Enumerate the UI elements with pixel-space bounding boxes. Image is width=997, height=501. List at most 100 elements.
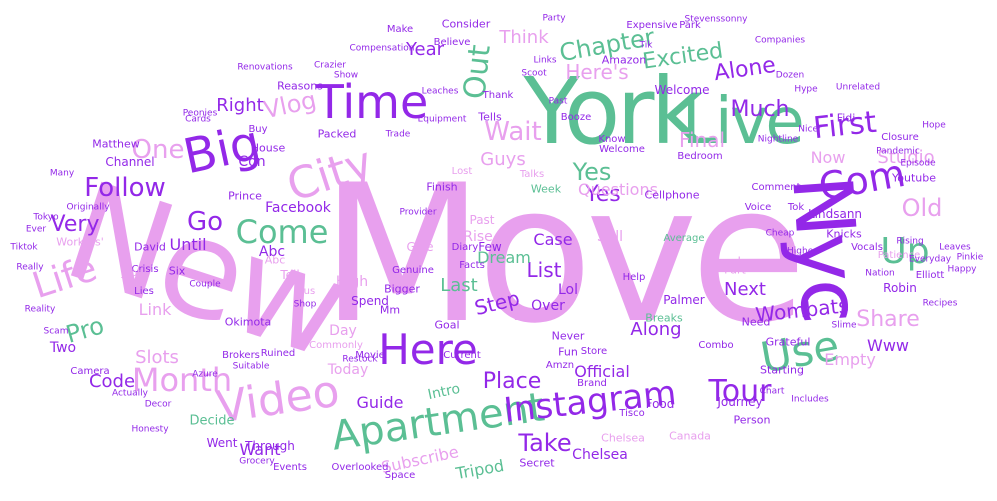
word-alone-28: Alone [712, 52, 778, 87]
word-tok-125: Tok [787, 202, 805, 213]
word-packed-104: Packed [317, 127, 357, 141]
word-lost-117: Lost [451, 166, 473, 177]
word-includes-175: Includes [791, 394, 829, 405]
word-tiktok-189: Tiktok [10, 242, 38, 253]
word-hype-218: Hype [794, 84, 818, 95]
word-tripod-62: Tripod [454, 455, 506, 484]
word-last-48: Last [440, 275, 478, 296]
word-know-138: Know [598, 134, 626, 145]
word-diary-155: Diary [451, 242, 479, 253]
word-genuine-153: Genuine [392, 265, 434, 276]
word-one-21: One [131, 135, 185, 165]
word-trade-207: Trade [385, 129, 411, 140]
word-tik-215: Tik [639, 40, 653, 51]
word-companies-216: Companies [754, 35, 806, 46]
word-breaks-148: Breaks [645, 311, 683, 325]
word-official-59: Official [574, 362, 630, 381]
word-suitable-171: Suitable [232, 361, 270, 372]
word-thank-209: Thank [482, 90, 514, 101]
word-slime-179: Slime [831, 320, 857, 331]
word-provider-208: Provider [399, 207, 437, 218]
word-everyday-182: Everyday [908, 254, 952, 265]
word-robin-92: Robin [883, 281, 917, 295]
word-lindsann-80: Lindsann [807, 207, 863, 221]
word-part-97: Part [724, 263, 746, 277]
word-leaves-185: Leaves [939, 242, 971, 253]
word-still-84: Still [596, 229, 624, 245]
word-workers--106: Workers' [56, 235, 104, 249]
word-links-213: Links [533, 55, 557, 66]
word-movie-160: Movie [355, 350, 385, 361]
word-place-43: Place [482, 369, 542, 394]
word-unrelated-221: Unrelated [835, 82, 881, 93]
word-rising-181: Rising [896, 236, 924, 247]
word-past-211: Past [548, 96, 568, 107]
word-food-88: Food [645, 397, 675, 411]
word-stevenssonny-214: Stevenssonny [684, 14, 748, 25]
word-www-61: Www [867, 336, 909, 355]
word-believe-136: Believe [433, 37, 471, 48]
word-many-192: Many [49, 168, 75, 179]
word-amzn-161: Amzn [545, 360, 575, 371]
word-want-57: Want [239, 440, 281, 459]
word-park-140: Park [679, 20, 701, 31]
word-originally-193: Originally [66, 202, 110, 213]
word-move-0: Move [320, 144, 807, 365]
word-youtube-128: Youtube [892, 171, 936, 185]
word-cards-199: Cards [185, 114, 211, 125]
word-couple-173: Couple [189, 279, 221, 290]
word-consider-134: Consider [441, 17, 491, 31]
word-patience-145: Patience [877, 250, 921, 261]
word-facts-130: Facts [459, 260, 485, 271]
word-camera-114: Camera [70, 366, 110, 377]
word-show-204: Show [333, 70, 359, 81]
word-final-35: Final [678, 128, 726, 152]
word-tisco-163: Tisco [619, 408, 645, 419]
word-dream-49: Dream [477, 248, 531, 267]
word-chelsea-100: Chelsea [601, 431, 645, 445]
word-week-119: Week [530, 182, 562, 196]
word-amazon-133: Amazon [601, 53, 647, 67]
word-right-38: Right [216, 95, 264, 116]
word-booze-137: Booze [560, 112, 592, 123]
word-make-135: Make [386, 24, 414, 35]
word-lol-76: Lol [557, 282, 579, 298]
word-recipes-183: Recipes [922, 298, 958, 309]
word-events-166: Events [273, 462, 307, 473]
word-okimota-86: Okimota [224, 315, 272, 329]
word-peonies-200: Peonies [182, 108, 218, 119]
word-average-121: Average [663, 233, 705, 244]
word-day-71: Day [329, 323, 357, 339]
word-fidi-126: Fidi [836, 111, 856, 125]
word-reality-187: Reality [24, 304, 56, 315]
word-higher-177: Higher [787, 246, 817, 257]
word-share-45: Share [856, 307, 920, 332]
word-jobs-111: Jobs [121, 268, 143, 279]
word-space-164: Space [384, 470, 416, 481]
word-vocals-144: Vocals [851, 242, 883, 253]
word-azure-198: Azure [192, 369, 218, 380]
word-elliott-129: Elliott [915, 270, 945, 281]
word-commonly-168: Commonly [309, 340, 363, 351]
word-goal-150: Goal [434, 318, 460, 332]
word-abc-108: Abc [264, 253, 286, 267]
word-bigger-152: Bigger [384, 282, 420, 296]
word-expensive-139: Expensive [626, 20, 678, 31]
word-month-16: Month [131, 361, 233, 399]
word-yes-31: Yes [572, 158, 612, 186]
word-few-156: Few [478, 240, 502, 254]
word-crazier-203: Crazier [314, 60, 346, 71]
word-welcome-120: Welcome [599, 144, 645, 155]
word-over-75: Over [531, 298, 565, 314]
word-scam-191: Scam [43, 326, 69, 337]
word-take-25: Take [518, 429, 572, 457]
word-until-56: Until [169, 235, 207, 254]
word-six-112: Six [168, 264, 186, 278]
word-david-107: David [134, 240, 166, 254]
word-journey-89: Journey [717, 395, 763, 409]
word-tell-77: Tell [280, 268, 300, 282]
word-buy-132: Buy [248, 124, 268, 135]
word-episode-223: Episode [900, 158, 936, 169]
word-next-46: Next [724, 279, 766, 300]
word-comment-142: Comment [751, 182, 801, 193]
